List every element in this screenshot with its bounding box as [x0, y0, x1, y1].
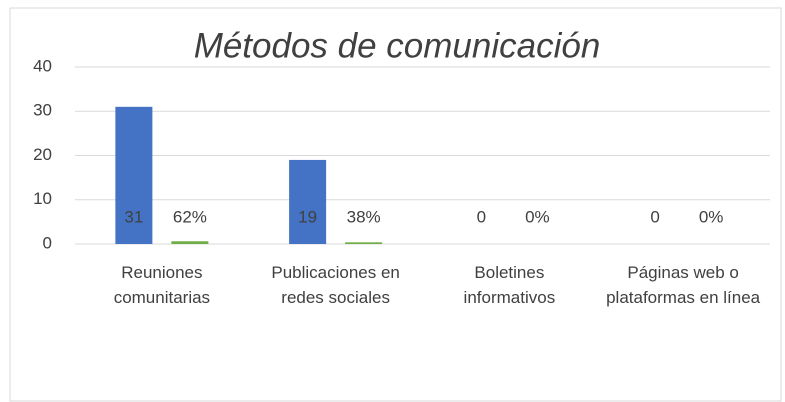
chart-title: Métodos de comunicación [194, 26, 601, 65]
y-tick-label: 10 [33, 189, 52, 208]
chart-border [9, 7, 782, 402]
x-tick-label: Publicaciones en redes sociales [271, 263, 400, 307]
y-tick-label: 30 [33, 101, 52, 120]
y-tick-label: 0 [43, 233, 52, 252]
data-label: 0 [650, 207, 659, 226]
data-label: 19 [298, 207, 317, 226]
data-label: 0% [525, 207, 550, 226]
data-label: 0 [477, 207, 486, 226]
y-tick-label: 20 [33, 145, 52, 164]
x-tick-label: Páginas web o plataformas en línea [606, 263, 761, 307]
x-tick-label: Reuniones comunitarias [113, 263, 211, 307]
bar [345, 242, 383, 244]
bar [115, 106, 153, 244]
x-tick-label: Boletines informativos [463, 263, 556, 307]
data-label: 62% [173, 207, 207, 226]
bar [171, 241, 209, 244]
data-label: 38% [347, 207, 381, 226]
data-label: 0% [699, 207, 724, 226]
bar [289, 159, 327, 244]
data-label: 31 [124, 207, 143, 226]
y-tick-label: 40 [33, 56, 52, 75]
